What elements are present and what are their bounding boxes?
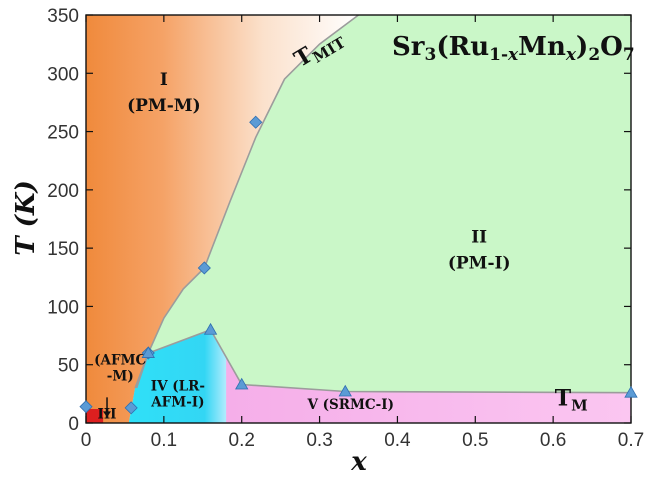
axis-titles: x T (K) [11, 180, 367, 477]
x-tick-label: 0.4 [384, 430, 411, 451]
region-v-label: V (SRMC-I) [306, 397, 394, 413]
triangle-marker [203, 322, 218, 335]
t-m-label: TM [555, 386, 588, 415]
y-tick-label: 50 [58, 356, 79, 377]
triangle-marker [235, 377, 249, 390]
x-tick-label: 0 [81, 430, 92, 451]
data-markers [79, 115, 638, 415]
region-i-label: I [160, 70, 168, 90]
x-tick-label: 0.1 [151, 430, 177, 451]
region-i-label-line2: (PM-M) [127, 96, 201, 116]
region-afmc-label: (AFMC [94, 353, 146, 369]
diamond-marker [124, 401, 138, 415]
region-iv-label-line2: AFM-I) [150, 394, 204, 410]
y-tick-label: 300 [47, 64, 79, 85]
x-axis-title: x [350, 447, 367, 477]
diamond-marker [79, 400, 93, 414]
region-afmc-label-line2: -M) [107, 369, 134, 385]
formula-label: Sr3(Ru1-xMnx)2O7 [392, 32, 635, 65]
x-tick-label: 0.2 [229, 430, 255, 451]
diamond-marker [197, 261, 211, 275]
x-tick-label: 0.7 [618, 430, 644, 451]
plot-border [85, 14, 632, 424]
region-v-area [226, 356, 631, 423]
region-iii-area [86, 409, 104, 423]
region-i-area [86, 15, 359, 423]
diamond-marker [249, 115, 263, 129]
y-axis-title: T (K) [11, 180, 41, 256]
region-labels: I(PM-M)II(PM-I)(AFMC-M)IIIIV (LR-AFM-I)V… [94, 32, 635, 422]
x-tick-label: 0.3 [306, 430, 332, 451]
phase-regions [86, 15, 631, 423]
triangle-marker [624, 385, 638, 398]
y-tick-label: 150 [47, 239, 79, 260]
axis-ticks: 0 0.1 0.2 0.3 0.4 0.5 0.6 0.7 0 50 100 150 200 250 300… [47, 6, 644, 451]
region-iv-label: IV (LR- [151, 378, 205, 394]
region-ii-label: II [471, 227, 487, 247]
y-tick-label: 350 [47, 6, 79, 27]
region-ii-label-line2: (PM-I) [448, 253, 511, 273]
y-tick-label: 200 [47, 181, 79, 202]
plot-frame [85, 14, 632, 424]
phase-boundary-curves [134, 15, 631, 394]
arrow-head [103, 411, 112, 418]
t-mit-boundary-line [134, 15, 359, 389]
y-tick-label: 0 [68, 414, 79, 435]
y-tick-label: 250 [47, 123, 79, 144]
t-m-boundary-line [135, 328, 631, 394]
x-tick-label: 0.6 [540, 430, 566, 451]
triangle-marker [141, 346, 155, 358]
x-tick-label: 0.5 [462, 430, 488, 451]
y-tick-label: 100 [47, 297, 79, 318]
triangle-marker [338, 384, 352, 397]
